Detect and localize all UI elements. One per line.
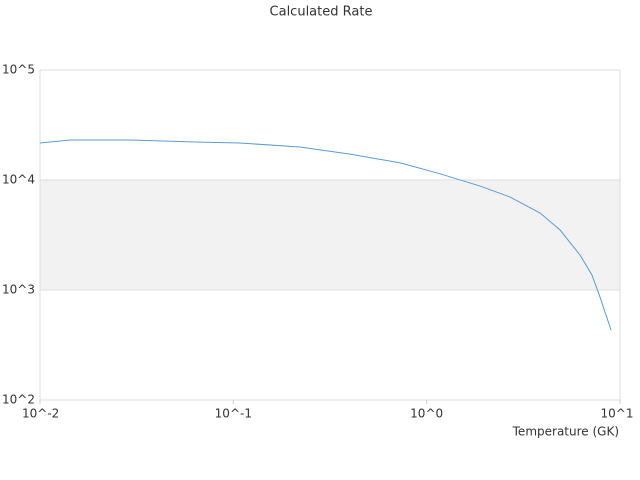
x-axis-label: Temperature (GK): [512, 425, 619, 439]
y-tick-label: 10^4: [2, 173, 35, 187]
y-tick-label: 10^5: [2, 63, 35, 77]
x-tick-label: 10^1: [601, 407, 634, 421]
y-tick-label: 10^2: [2, 393, 35, 407]
x-tick-label: 10^0: [410, 407, 443, 421]
chart-title: Calculated Rate: [270, 5, 373, 20]
x-tick-label: 10^-1: [215, 407, 252, 421]
grid-band: [40, 180, 620, 290]
line: [39, 139, 612, 331]
y-tick-label: 10^3: [2, 283, 35, 297]
x-tick-label: 10^-2: [22, 407, 59, 421]
